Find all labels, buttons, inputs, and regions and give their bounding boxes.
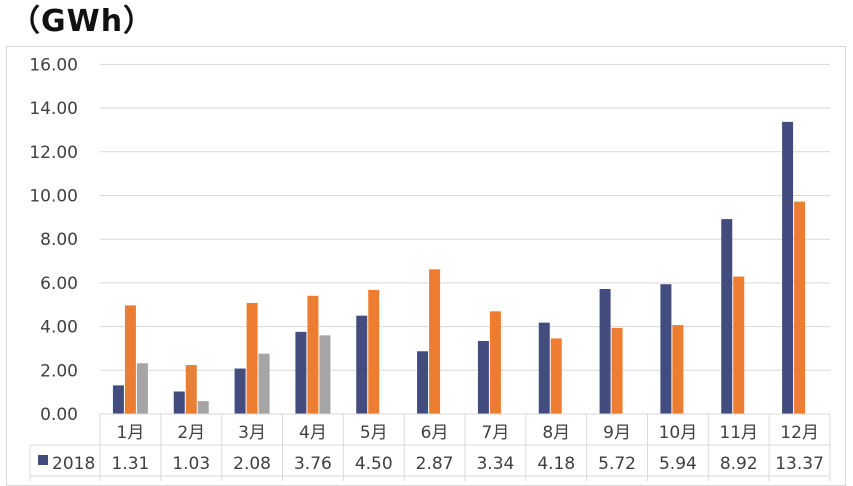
data-label: 5.72 — [598, 454, 636, 474]
data-label: 2.08 — [233, 454, 271, 474]
legend-key-2018 — [38, 455, 48, 465]
data-label: 1.03 — [172, 454, 210, 474]
y-tick-label: 4.00 — [40, 318, 78, 338]
bar-series-2-5 — [368, 289, 380, 414]
category-label: 1月 — [117, 423, 145, 443]
bar-series-2-12 — [794, 201, 806, 414]
bar-series-2-4 — [307, 295, 319, 414]
bar-2018-7 — [477, 341, 489, 414]
y-tick-label: 2.00 — [40, 361, 78, 381]
category-label: 11月 — [719, 423, 758, 443]
bar-2018-6 — [417, 351, 429, 414]
data-label: 1.31 — [111, 454, 149, 474]
y-tick-label: 12.00 — [29, 143, 78, 163]
y-tick-label: 16.00 — [29, 55, 78, 75]
data-label: 3.34 — [476, 454, 514, 474]
bar-2018-5 — [356, 315, 368, 414]
bar-series-2-2 — [185, 365, 197, 414]
bar-2018-9 — [599, 289, 611, 414]
legend-label: 2018 — [52, 454, 95, 474]
bar-series-2-7 — [489, 311, 501, 414]
bar-2018-3 — [234, 368, 246, 414]
bar-2018-11 — [721, 219, 733, 414]
bar-series-3-3 — [258, 353, 270, 414]
data-label: 4.50 — [355, 454, 393, 474]
category-label: 12月 — [780, 423, 819, 443]
bar-2018-12 — [782, 121, 794, 414]
category-label: 5月 — [360, 423, 388, 443]
category-label: 6月 — [421, 423, 449, 443]
category-label: 10月 — [659, 423, 698, 443]
bar-2018-1 — [112, 385, 124, 414]
bar-series-3-1 — [136, 363, 148, 414]
bar-2018-2 — [173, 391, 185, 414]
category-label: 4月 — [299, 423, 327, 443]
bar-series-3-2 — [197, 401, 209, 414]
bar-2018-8 — [538, 322, 550, 414]
bar-2018-4 — [295, 331, 307, 414]
bar-series-2-10 — [672, 325, 684, 414]
bar-series-2-11 — [733, 276, 745, 414]
data-label: 5.94 — [659, 454, 697, 474]
bar-series-2-9 — [611, 327, 623, 414]
y-tick-label: 0.00 — [40, 405, 78, 425]
bar-2018-10 — [660, 284, 672, 414]
y-tick-label: 14.00 — [29, 99, 78, 119]
category-label: 2月 — [177, 423, 205, 443]
data-label: 3.76 — [294, 454, 332, 474]
category-label: 7月 — [482, 423, 510, 443]
bar-series-2-1 — [124, 305, 136, 414]
data-label: 2.87 — [416, 454, 454, 474]
bar-series-3-4 — [319, 335, 331, 414]
category-label: 8月 — [542, 423, 570, 443]
category-label: 3月 — [238, 423, 266, 443]
category-label: 9月 — [603, 423, 631, 443]
data-label: 4.18 — [537, 454, 575, 474]
bar-series-2-6 — [429, 269, 441, 414]
data-label: 8.92 — [720, 454, 758, 474]
unit-label: （GWh） — [10, 4, 155, 39]
y-tick-label: 6.00 — [40, 274, 78, 294]
y-tick-label: 8.00 — [40, 230, 78, 250]
data-label: 13.37 — [775, 454, 824, 474]
bar-series-2-8 — [550, 338, 562, 414]
bar-series-2-3 — [246, 303, 258, 414]
y-tick-label: 10.00 — [29, 187, 78, 207]
